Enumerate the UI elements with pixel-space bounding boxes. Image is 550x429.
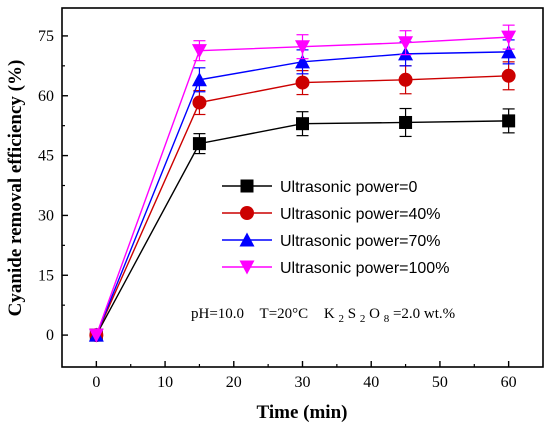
annotation-oxidant-sub2: 2: [360, 313, 366, 325]
annotation-oxidant-o: O: [369, 306, 380, 322]
x-tick-label: 40: [363, 374, 379, 391]
legend-marker: [240, 179, 254, 193]
x-tick-label: 60: [501, 374, 517, 391]
data-point: [88, 328, 104, 343]
y-tick-label: 0: [46, 327, 54, 344]
data-point: [192, 95, 207, 110]
y-tick-label: 75: [38, 28, 54, 45]
data-point: [296, 117, 309, 131]
y-tick-label: 30: [38, 207, 54, 224]
data-point: [502, 114, 516, 128]
annotation-ph: pH=10.0: [191, 306, 244, 322]
data-point: [295, 75, 310, 90]
legend-item: Ultrasonic power=40%: [222, 206, 441, 223]
annotation-oxidant-sub1: 2: [339, 313, 345, 325]
data-point: [295, 40, 310, 55]
data-point: [191, 44, 207, 59]
annotation-oxidant-sub3: 8: [384, 313, 390, 325]
annotation-oxidant-s: S: [348, 306, 356, 322]
legend-marker: [239, 260, 255, 275]
annotation-oxidant-rest: =2.0 wt.%: [393, 306, 455, 322]
y-tick-label: 15: [38, 267, 54, 284]
data-point: [192, 137, 206, 151]
y-tick-label: 60: [38, 88, 54, 105]
data-point: [191, 72, 207, 87]
y-axis-title: Cyanide removal efficiency (%): [5, 60, 26, 317]
x-axis-title: Time (min): [257, 402, 348, 423]
data-point: [501, 68, 516, 83]
data-point: [501, 30, 517, 45]
legend-label: Ultrasonic power=40%: [280, 206, 441, 223]
series-ultrasonic-power-100: [88, 24, 517, 343]
y-tick-label: 45: [38, 148, 54, 165]
legend-label: Ultrasonic power=70%: [280, 233, 441, 250]
series-line: [95, 120, 509, 336]
series-layer: [88, 24, 517, 343]
legend-label: Ultrasonic power=100%: [280, 260, 449, 277]
data-point: [399, 115, 413, 129]
annotation-temp: T=20°C: [260, 306, 309, 322]
legend-marker: [239, 232, 255, 247]
data-point: [501, 44, 517, 59]
legend-item: Ultrasonic power=70%: [222, 232, 441, 250]
legend-label: Ultrasonic power=0: [280, 179, 418, 196]
legend-marker: [240, 206, 254, 220]
data-point: [398, 36, 414, 51]
x-tick-label: 30: [295, 374, 311, 391]
x-tick-label: 10: [157, 374, 173, 391]
series-ultrasonic-power-40: [89, 61, 516, 343]
axis-ticks: 0 10 20 30 40 50 60 0 15 30 45 60 75: [38, 28, 517, 391]
data-point: [295, 54, 310, 69]
legend-item: Ultrasonic power=0: [222, 179, 418, 196]
x-tick-label: 50: [432, 374, 448, 391]
x-tick-label: 0: [92, 374, 100, 391]
annotation-oxidant-k: K: [324, 306, 335, 322]
conditions-annotation: pH=10.0 T=20°C K 2 S 2 O 8 =2.0 wt.%: [191, 306, 455, 326]
legend-item: Ultrasonic power=100%: [222, 260, 449, 277]
x-tick-label: 20: [226, 374, 242, 391]
legend: Ultrasonic power=0 Ultrasonic power=40% Ul…: [222, 179, 449, 277]
data-point: [398, 72, 413, 87]
